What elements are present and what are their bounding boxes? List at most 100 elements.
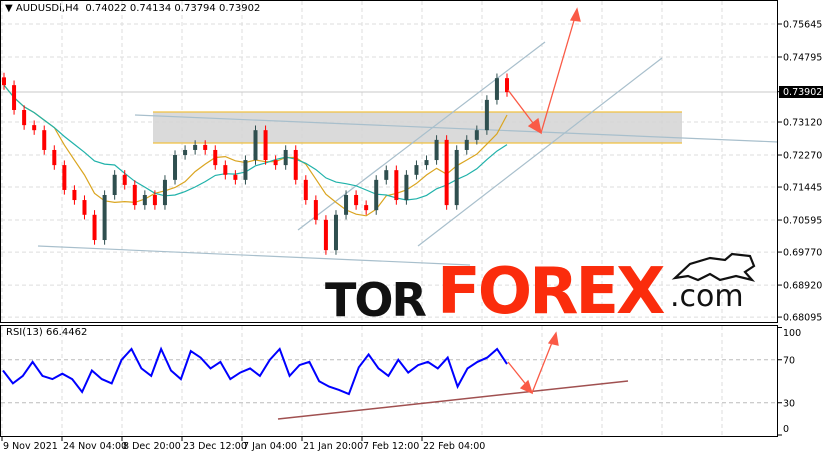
candle-body	[333, 214, 338, 251]
candle	[444, 135, 449, 210]
x-tick-label: 8 Dec 20:00	[123, 441, 181, 452]
candle	[404, 170, 409, 205]
candle-body	[273, 160, 278, 166]
rsi-arrowhead-down	[519, 379, 534, 395]
candle-body	[82, 200, 87, 215]
channel-upper[interactable]	[297, 41, 546, 231]
candle-body	[52, 149, 57, 166]
logo-com: .com	[670, 279, 744, 314]
candle	[152, 190, 157, 210]
rsi-trendline[interactable]	[277, 380, 629, 420]
candle-body	[444, 139, 449, 206]
arrowhead-down	[527, 117, 542, 135]
candle	[62, 160, 67, 195]
candle	[414, 160, 419, 180]
candle-body	[424, 160, 429, 166]
resistance-zone	[153, 112, 682, 143]
x-tick-label: 22 Feb 04:00	[423, 441, 485, 452]
x-tick-label: 7 Jan 04:00	[243, 441, 297, 452]
candle-body	[162, 179, 167, 206]
logo-forex: FOREX	[437, 255, 665, 329]
candle-body	[253, 130, 258, 161]
y-tick-label: 0.70595	[783, 216, 822, 227]
rsi-y-tick-label: 0	[783, 424, 789, 435]
candle-body	[404, 174, 409, 201]
candle	[203, 140, 208, 155]
candle-body	[122, 174, 127, 185]
candle-body	[263, 130, 268, 161]
candle	[344, 190, 349, 220]
candle-body	[102, 195, 107, 241]
candle-body	[142, 195, 147, 206]
candle-body	[243, 160, 248, 180]
candle-body	[72, 189, 77, 201]
main-panel-border	[0, 0, 778, 323]
logo-tor: TOR	[325, 273, 427, 327]
candle	[223, 160, 228, 180]
candle-body	[283, 149, 288, 166]
x-tick-label: 23 Dec 12:00	[183, 441, 247, 452]
collapse-triangle-icon[interactable]: ▼	[5, 3, 13, 14]
candle	[12, 80, 17, 115]
candle-body	[92, 214, 97, 241]
candle	[293, 145, 298, 185]
candle	[233, 170, 238, 185]
channel-lower[interactable]	[417, 57, 663, 247]
candle	[2, 72, 6, 90]
rsi-line	[2, 346, 508, 396]
candle	[313, 195, 318, 225]
candle	[494, 73, 499, 105]
rsi-panel-border	[0, 325, 778, 437]
candle-body	[233, 174, 238, 180]
candle	[484, 95, 489, 135]
candle	[464, 135, 469, 155]
candle	[394, 165, 399, 205]
descending-trendline[interactable]	[134, 114, 779, 143]
y-tick-label: 0.73120	[783, 118, 822, 129]
x-tick-label: 7 Feb 12:00	[363, 441, 419, 452]
candle	[132, 180, 137, 210]
candle	[253, 125, 258, 165]
x-tick-label: 21 Jan 20:00	[303, 441, 363, 452]
candle-body	[323, 219, 328, 251]
candle	[434, 135, 439, 165]
chart-title: ▼ AUDUSDi,H4 0.74022 0.74134 0.73794 0.7…	[5, 3, 260, 14]
candle	[505, 73, 509, 97]
candle-body	[152, 195, 157, 206]
candle-body	[384, 170, 389, 180]
support-trendline[interactable]	[37, 245, 471, 266]
rsi-arrow-up	[531, 339, 554, 394]
arrow-down	[507, 89, 537, 128]
candle-body	[505, 78, 509, 93]
candles	[2, 72, 509, 255]
candle	[303, 175, 308, 205]
candle-body	[484, 99, 489, 131]
rsi-arrowhead-up	[547, 331, 559, 346]
candle	[374, 175, 379, 215]
candle-body	[62, 165, 67, 190]
candle	[112, 170, 117, 200]
rsi-label: RSI(13) 66.4462	[6, 327, 88, 338]
candle-body	[183, 149, 188, 156]
candle-body	[32, 125, 37, 131]
rsi-series	[2, 346, 508, 396]
candle	[122, 170, 127, 190]
candle	[384, 165, 389, 185]
candle	[283, 145, 288, 170]
bull-icon	[671, 252, 756, 282]
candle	[243, 155, 248, 185]
candle	[183, 145, 188, 160]
ma-slow-line	[3, 84, 508, 201]
rsi-forecast-arrows	[507, 331, 559, 395]
arrow-up	[540, 16, 576, 134]
candle	[474, 125, 479, 145]
candle-body	[394, 170, 399, 201]
candle-body	[22, 109, 27, 126]
candle-body	[303, 179, 308, 201]
candle-body	[213, 149, 218, 166]
x-tick-label: 24 Nov 04:00	[63, 441, 127, 452]
candle-body	[464, 139, 469, 150]
candle-body	[293, 149, 298, 180]
candle-body	[374, 179, 379, 211]
